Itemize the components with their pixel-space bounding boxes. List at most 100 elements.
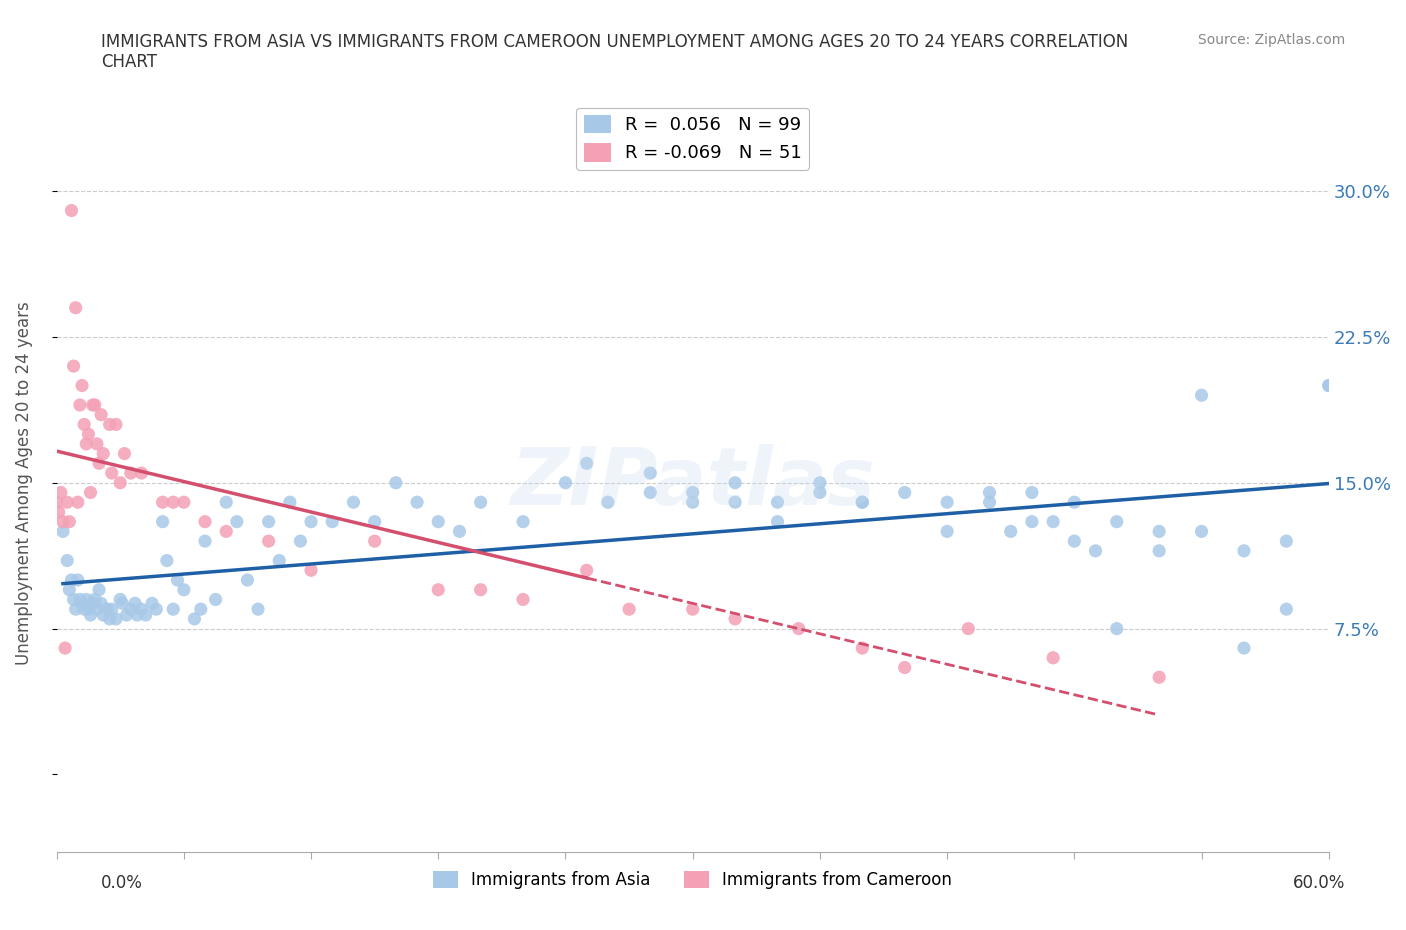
Point [62,592,84,607]
Point [1105,514,1128,529]
Point [162,602,184,617]
Legend: R =  0.056   N = 99, R = -0.069   N = 51: R = 0.056 N = 99, R = -0.069 N = 51 [576,108,808,169]
Point [120,466,142,481]
Point [127,607,149,622]
Point [82,596,104,611]
Point [58,582,80,597]
Point [114,446,136,461]
Point [156,553,179,568]
Point [1042,650,1064,665]
Text: 60.0%: 60.0% [1294,874,1346,892]
Point [1147,524,1170,538]
Point [96,602,118,617]
Point [52,514,75,529]
Point [808,485,831,500]
Point [724,475,747,490]
Point [979,495,1001,510]
Point [1147,670,1170,684]
Point [91,607,114,622]
Point [851,641,873,656]
Point [682,495,704,510]
Point [131,466,153,481]
Point [190,602,212,617]
Point [1317,379,1340,393]
Point [52,524,75,538]
Point [131,602,153,617]
Point [82,397,104,412]
Point [385,475,408,490]
Point [321,514,343,529]
Point [115,607,138,622]
Point [640,466,662,481]
Point [724,611,747,626]
Point [141,596,163,611]
Point [1063,495,1085,510]
Point [766,514,789,529]
Point [1317,379,1340,393]
Point [766,495,789,510]
Point [91,446,114,461]
Text: 0.0%: 0.0% [101,874,143,892]
Point [111,596,134,611]
Point [1147,543,1170,558]
Point [79,485,101,500]
Point [87,456,110,471]
Point [236,573,259,588]
Point [77,602,100,617]
Point [640,485,662,500]
Point [69,397,91,412]
Point [83,397,105,412]
Point [120,602,142,617]
Point [427,514,450,529]
Point [62,359,84,374]
Point [152,495,174,510]
Point [257,514,280,529]
Point [427,582,450,597]
Point [183,611,205,626]
Point [70,596,93,611]
Point [124,596,146,611]
Point [49,485,72,500]
Point [512,514,534,529]
Point [79,607,101,622]
Point [936,495,959,510]
Point [342,495,364,510]
Point [470,582,492,597]
Point [173,495,195,510]
Point [173,582,195,597]
Point [58,514,80,529]
Point [56,553,79,568]
Point [225,514,247,529]
Point [449,524,471,538]
Point [100,602,122,617]
Point [86,602,108,617]
Point [65,602,87,617]
Point [269,553,291,568]
Point [110,475,132,490]
Point [470,495,492,510]
Point [512,592,534,607]
Point [215,495,238,510]
Point [363,514,385,529]
Point [299,563,322,578]
Point [166,573,188,588]
Text: Source: ZipAtlas.com: Source: ZipAtlas.com [1198,33,1346,46]
Point [290,534,312,549]
Point [1084,543,1107,558]
Point [247,602,270,617]
Point [53,641,76,656]
Point [145,602,167,617]
Point [1275,602,1298,617]
Point [1105,621,1128,636]
Point [787,621,810,636]
Point [957,621,980,636]
Point [1042,514,1064,529]
Point [45,495,67,510]
Point [1021,485,1043,500]
Point [1233,641,1256,656]
Point [152,514,174,529]
Point [554,475,576,490]
Point [257,534,280,549]
Point [98,611,121,626]
Point [73,602,96,617]
